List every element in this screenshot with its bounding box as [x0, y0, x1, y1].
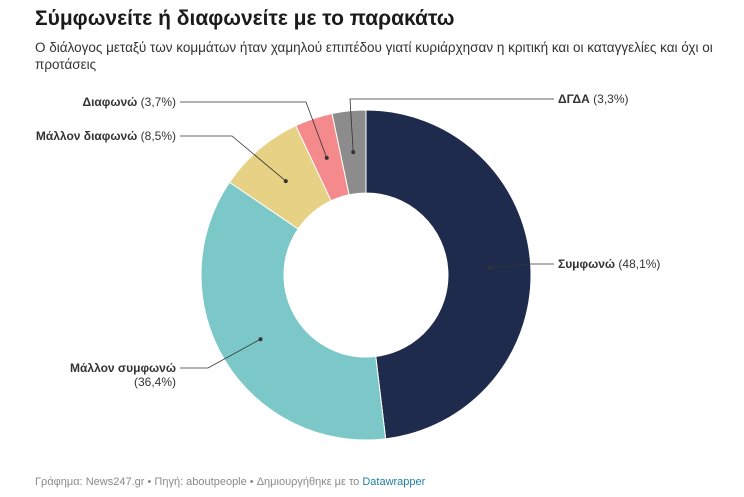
slice-leader-lines: [180, 98, 554, 369]
leader-line-dgda: [349, 98, 554, 153]
donut-slices: [200, 109, 532, 441]
leader-line-disagree: [180, 101, 328, 159]
footer-credit: Γράφημα: News247.gr • Πηγή: aboutpeople …: [35, 476, 363, 488]
slice-label-value-agree: (48,1%): [615, 257, 660, 271]
leader-dot-disagree: [324, 155, 329, 160]
slice-dgda[interactable]: [331, 109, 367, 196]
slice-label-agree: Συμφωνώ (48,1%): [558, 257, 660, 271]
chart-title: Σύμφωνείτε ή διαφωνείτε με το παρακάτω: [35, 7, 455, 30]
slice-label-dgda: ΔΓΔΑ (3,3%): [558, 92, 629, 106]
chart-footer: Γράφημα: News247.gr • Πηγή: aboutpeople …: [35, 476, 425, 488]
slice-label-value-rather-agree: (36,4%): [134, 375, 176, 389]
datawrapper-link[interactable]: Datawrapper: [362, 476, 426, 488]
leader-dot-rather-dis: [283, 179, 288, 184]
slice-label-name-disagree: Διαφωνώ: [82, 95, 137, 109]
slice-label-disagree: Διαφωνώ (3,7%): [82, 95, 176, 109]
slice-rather-agree[interactable]: [200, 181, 387, 441]
leader-dot-rather-agree: [258, 337, 263, 342]
slice-label-value-dgda: (3,3%): [590, 92, 629, 106]
leader-line-rather-agree: [180, 338, 261, 369]
leader-line-rather-dis: [180, 135, 287, 182]
slice-label-value-disagree: (3,7%): [137, 95, 176, 109]
leader-line-agree: [489, 263, 554, 269]
leader-dot-dgda: [351, 150, 356, 155]
slice-agree[interactable]: [365, 109, 532, 440]
slice-label-rather-dis: Μάλλον διαφωνώ (8,5%): [36, 129, 176, 143]
slice-label-name-agree: Συμφωνώ: [558, 257, 615, 271]
chart-subtitle: Ο διάλογος μεταξύ των κομμάτων ήταν χαμη…: [35, 40, 713, 72]
slice-label-name-rather-dis: Μάλλον διαφωνώ: [36, 129, 137, 143]
slice-labels: Συμφωνώ (48,1%)Μάλλον συμφωνώ (36,4%)Μάλλ…: [36, 92, 661, 389]
slice-label-value-rather-dis: (8,5%): [137, 129, 176, 143]
slice-label-name-rather-agree: Μάλλον συμφωνώ: [70, 361, 176, 375]
slice-label-rather-agree: Μάλλον συμφωνώ (36,4%): [70, 361, 176, 389]
slice-label-name-dgda: ΔΓΔΑ: [558, 92, 590, 106]
leader-dot-agree: [487, 265, 492, 270]
